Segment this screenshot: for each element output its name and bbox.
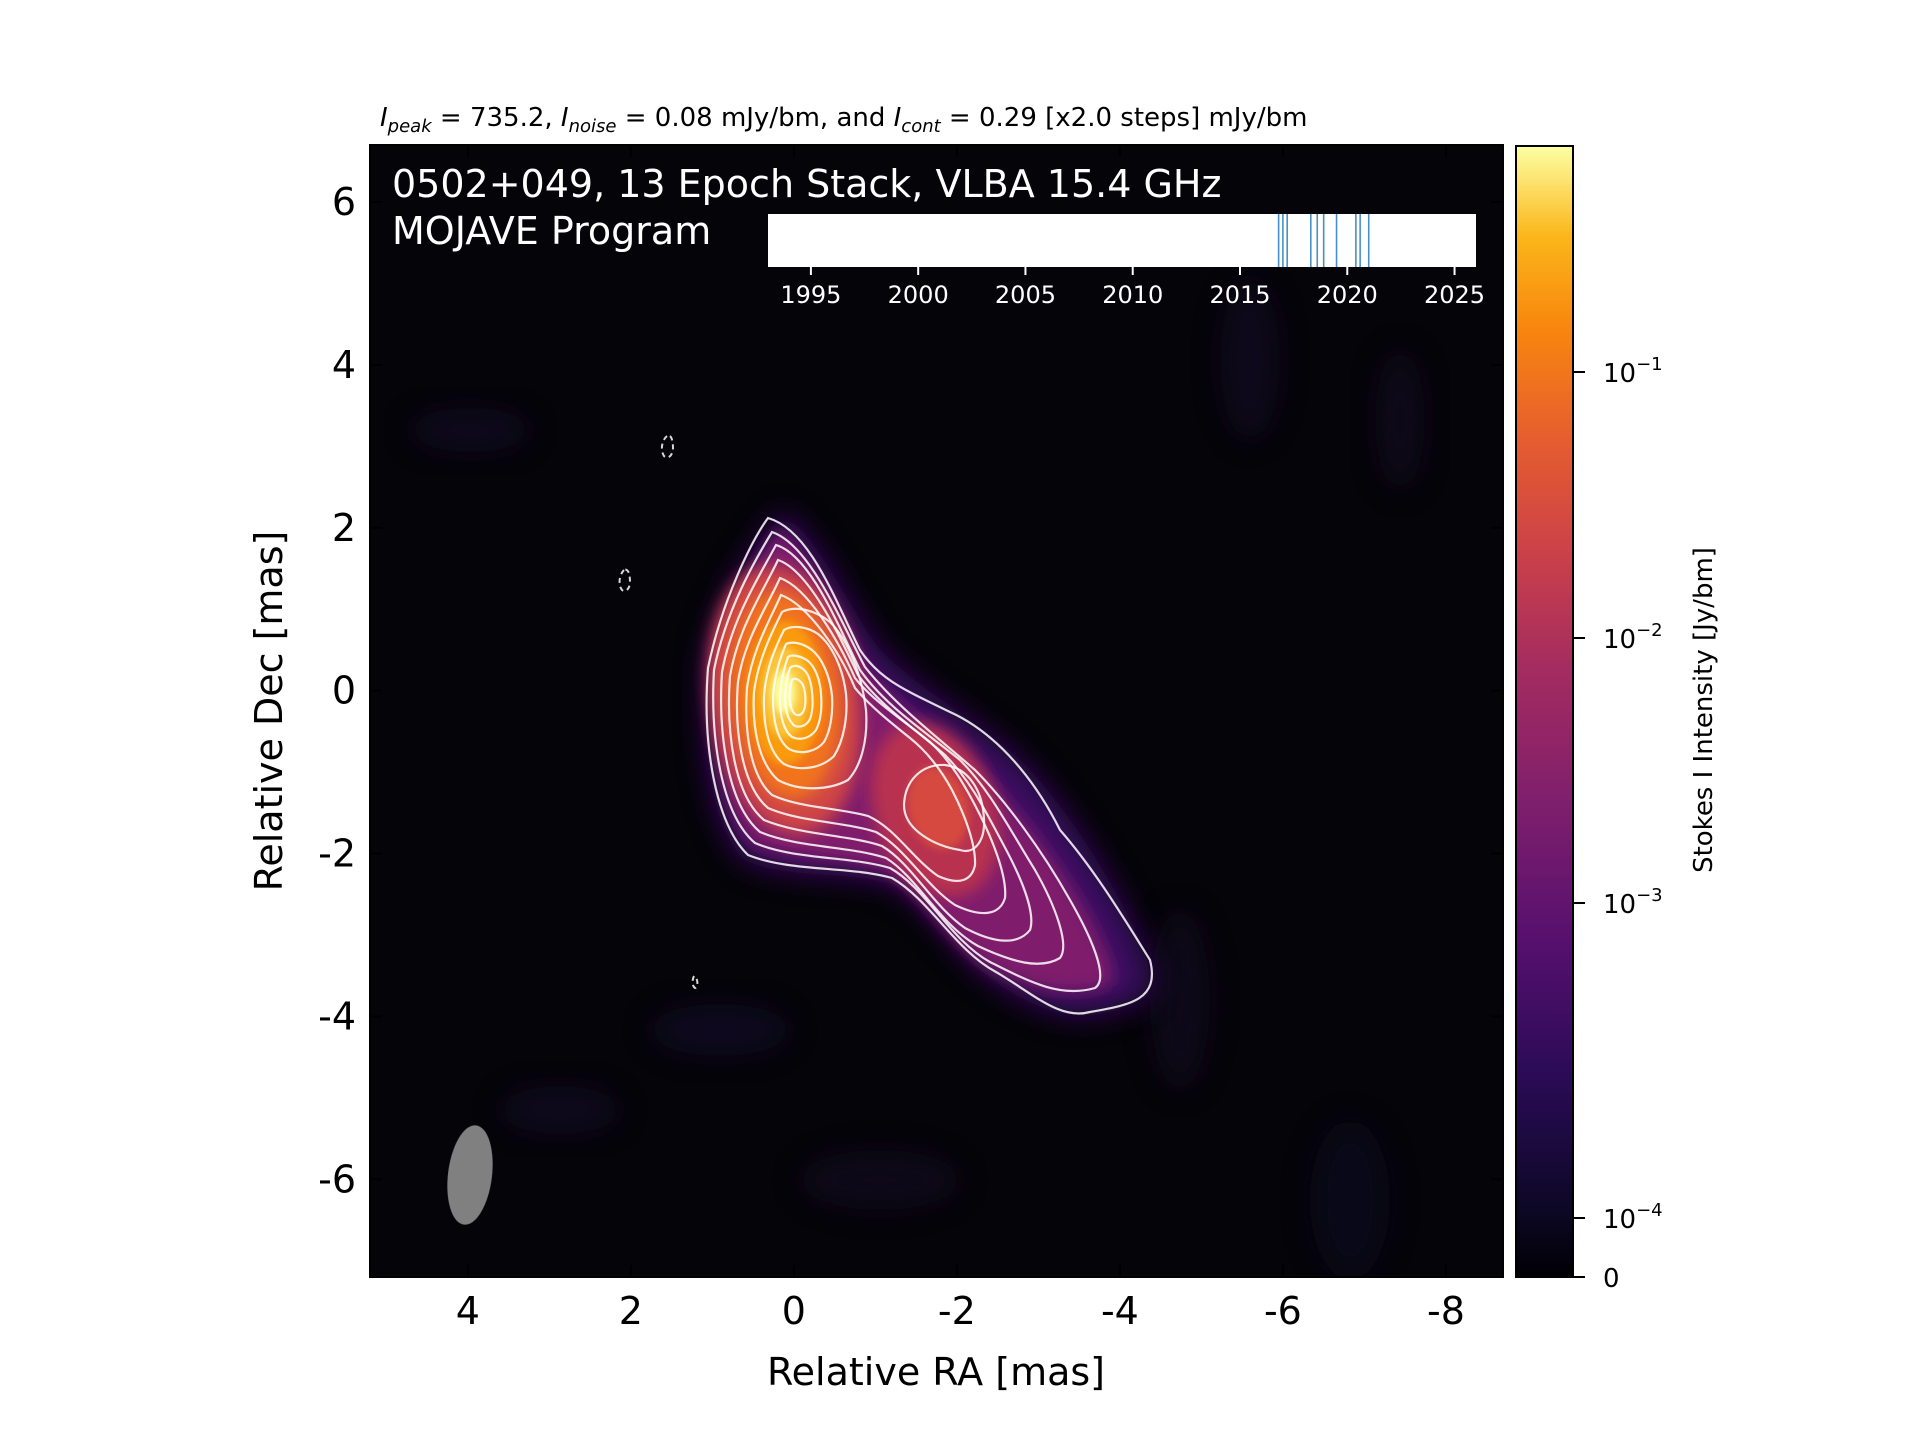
negative-contours — [618, 434, 699, 990]
colorbar: 10−1 10−2 10−3 10−4 0 Stokes I Intensity [Jy… — [1515, 145, 1719, 1294]
contour-10 — [771, 641, 834, 754]
contour-2 — [712, 530, 1102, 993]
colorbar-frame — [1515, 145, 1574, 1278]
contour-12 — [783, 664, 814, 728]
colorbar-tick-label: 10−2 — [1603, 620, 1663, 655]
neg-contour-1 — [660, 434, 675, 459]
neg-contour-3 — [691, 974, 699, 990]
colorbar-gradient — [1516, 146, 1573, 1277]
timeline-tick-label: 1995 — [780, 281, 841, 309]
x-tick-label: 2 — [619, 1289, 643, 1333]
contour-7 — [902, 763, 986, 853]
contour-3 — [720, 543, 1065, 965]
x-axis-ticks: 4 2 0 -2 -4 -6 -8 — [456, 145, 1465, 1333]
y-tick-label: 2 — [332, 506, 356, 550]
contour-8 — [752, 607, 868, 790]
y-tick-label: -4 — [318, 994, 356, 1038]
timeline-tick-label: 2005 — [995, 281, 1056, 309]
x-tick-label: 4 — [456, 1289, 480, 1333]
timeline-tick-label: 2020 — [1317, 281, 1378, 309]
timeline-tick-label: 2010 — [1102, 281, 1163, 309]
timeline-tick-label: 2015 — [1209, 281, 1270, 309]
contour-13 — [788, 677, 807, 717]
x-axis-label: Relative RA [mas] — [767, 1350, 1105, 1394]
epoch-timeline: 1995 2000 2005 2010 2015 2020 2025 — [768, 214, 1485, 309]
contour-6 — [745, 593, 977, 882]
beam-ellipse — [447, 1125, 493, 1225]
epoch-lines — [1277, 214, 1370, 267]
contour-1 — [705, 516, 1153, 1015]
y-tick-label: -6 — [318, 1157, 356, 1201]
header-stats: Ipeak = 735.2, Inoise = 0.08 mJy/bm, and… — [380, 103, 1307, 137]
plot-area: 0502+049, 13 Epoch Stack, VLBA 15.4 GHz … — [370, 145, 1503, 1277]
y-axis-ticks: 6 4 2 0 -2 -4 -6 — [318, 180, 1503, 1201]
contour-9 — [762, 625, 848, 770]
y-tick-label: 4 — [332, 343, 356, 387]
colorbar-tick-label: 10−4 — [1603, 1200, 1663, 1235]
noise-layer — [410, 280, 1425, 1277]
colorbar-tick-label: 10−1 — [1603, 354, 1663, 389]
colorbar-tick-label: 0 — [1603, 1264, 1620, 1294]
x-tick-label: 0 — [782, 1289, 806, 1333]
contour-11 — [778, 654, 823, 740]
contour-5 — [735, 576, 1007, 915]
contours — [705, 516, 1153, 1015]
x-tick-label: -4 — [1101, 1289, 1139, 1333]
plot-frame — [369, 144, 1504, 1278]
y-axis-label: Relative Dec [mas] — [247, 531, 291, 892]
x-tick-label: -8 — [1427, 1289, 1465, 1333]
x-tick-label: -6 — [1264, 1289, 1302, 1333]
y-tick-label: 0 — [332, 669, 356, 713]
colorbar-ticks: 10−1 10−2 10−3 10−4 0 — [1573, 354, 1663, 1294]
x-tick-label: -2 — [938, 1289, 976, 1333]
y-tick-label: 6 — [332, 180, 356, 224]
timeline-tick-label: 2000 — [888, 281, 949, 309]
timeline-tick-label: 2025 — [1424, 281, 1485, 309]
colorbar-label: Stokes I Intensity [Jy/bm] — [1689, 547, 1719, 873]
colorbar-tick-label: 10−3 — [1603, 885, 1663, 920]
neg-contour-2 — [618, 568, 632, 592]
y-tick-label: -2 — [318, 832, 356, 876]
timeline-ticks: 1995 2000 2005 2010 2015 2020 2025 — [780, 267, 1485, 309]
contour-4 — [727, 558, 1033, 942]
chart-subtitle: MOJAVE Program — [392, 209, 711, 253]
timeline-box — [768, 214, 1476, 267]
chart-title: 0502+049, 13 Epoch Stack, VLBA 15.4 GHz — [392, 162, 1221, 206]
